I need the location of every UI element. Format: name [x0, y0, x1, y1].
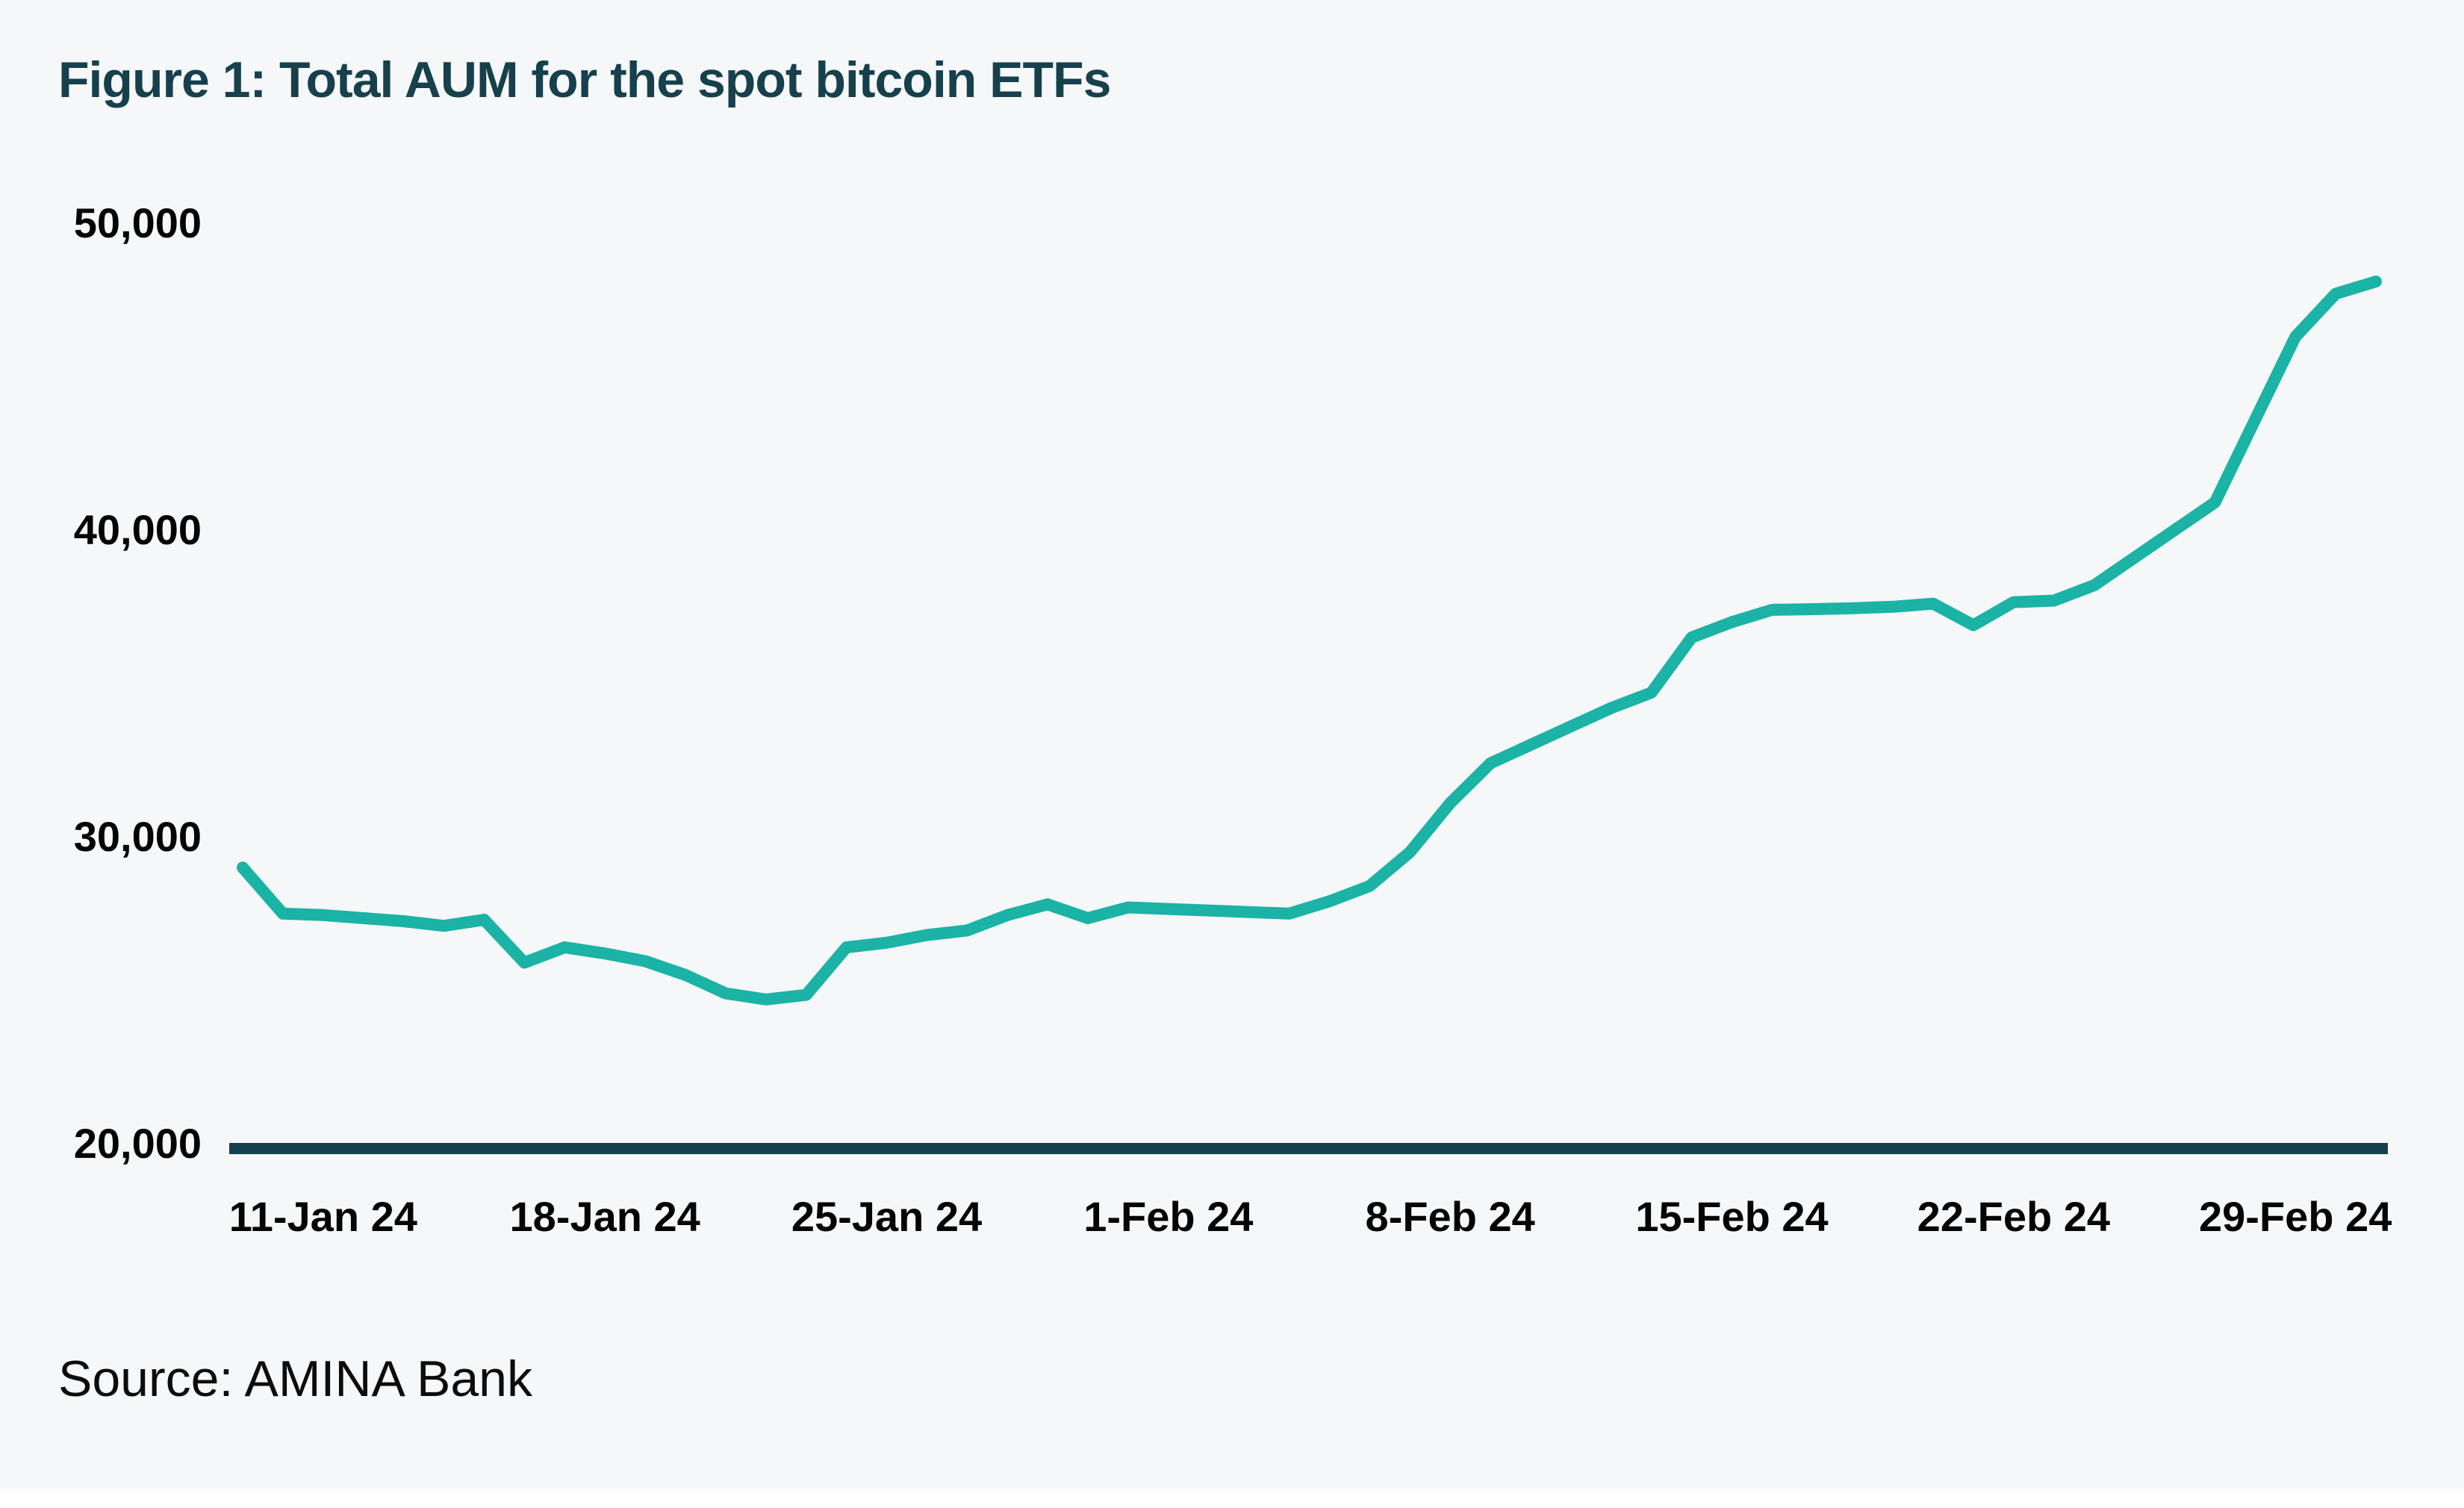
bottom-border-strip [0, 1489, 2464, 1508]
y-axis-tick-label: 50,000 [73, 199, 202, 246]
x-axis-tick-label: 29-Feb 24 [2199, 1193, 2392, 1240]
aum-line-series [237, 275, 2382, 1006]
x-axis-tick-label: 18-Jan 24 [509, 1193, 700, 1240]
x-axis-tick-label: 8-Feb 24 [1365, 1193, 1535, 1240]
x-axis-tick-label: 1-Feb 24 [1083, 1193, 1254, 1240]
x-axis-baseline [229, 1143, 2388, 1154]
x-axis-tick-label: 11-Jan 24 [228, 1193, 417, 1240]
x-axis-tick-label: 25-Jan 24 [791, 1193, 983, 1240]
x-axis-tick-label: 15-Feb 24 [1635, 1193, 1829, 1240]
source-text: Source: AMINA Bank [58, 1350, 532, 1407]
y-axis-tick-label: 40,000 [73, 506, 202, 553]
figure-title: Figure 1: Total AUM for the spot bitcoin… [58, 52, 1111, 108]
y-axis-tick-label: 30,000 [73, 813, 202, 860]
y-axis-tick-label: 20,000 [73, 1120, 202, 1167]
x-axis-tick-label: 22-Feb 24 [1917, 1193, 2111, 1240]
